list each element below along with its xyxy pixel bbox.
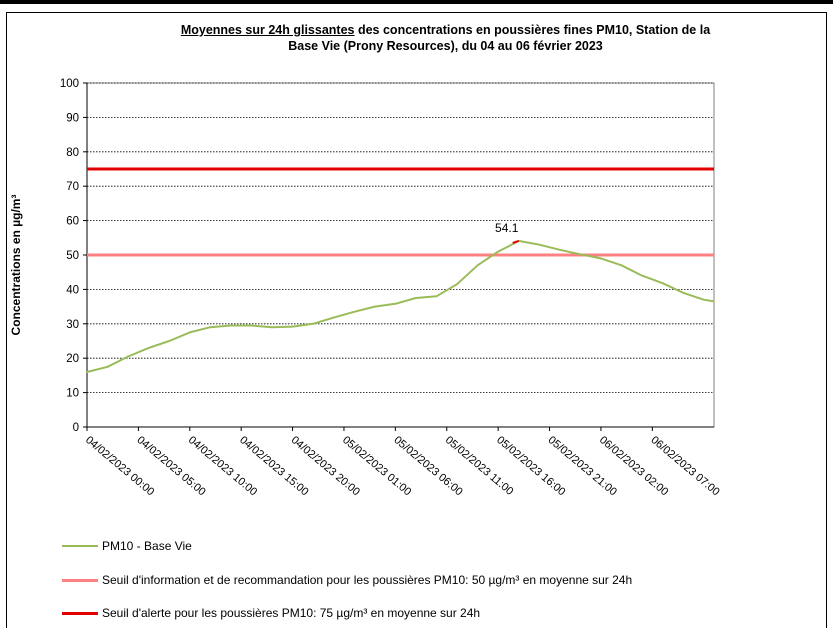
y-tick-label-100: 100 xyxy=(60,78,79,90)
series-point-pm10-17 xyxy=(435,295,438,298)
chart-title-line-2: Base Vie (Prony Resources), du 04 au 06 … xyxy=(288,39,603,53)
series-point-pm10-25 xyxy=(579,253,582,256)
series-point-pm10-7 xyxy=(230,324,232,327)
series-point-pm10-6 xyxy=(209,326,212,329)
series-point-pm10-12 xyxy=(332,316,335,319)
y-tick-label-20: 20 xyxy=(66,353,79,365)
legend-label-information-threshold: Seuil d'information et de recommandation… xyxy=(102,573,633,587)
legend-item-information-threshold: Seuil d'information et de recommandation… xyxy=(62,572,632,588)
legend-swatch-pm10 xyxy=(62,545,98,547)
peak-marker xyxy=(512,239,520,244)
legend-item-pm10: PM10 - Base Vie xyxy=(62,538,192,554)
series-point-pm10-23 xyxy=(538,243,541,246)
series-point-pm10-21 xyxy=(507,245,510,248)
series-point-pm10-32 xyxy=(713,300,715,303)
series-point-pm10-18 xyxy=(456,283,458,286)
series-point-pm10-19 xyxy=(476,264,479,267)
series-point-pm10-29 xyxy=(661,282,664,285)
chart-title-rest: des concentrations en poussières fines P… xyxy=(354,23,711,37)
y-tick-label-60: 60 xyxy=(66,216,79,228)
top-border xyxy=(0,0,833,4)
series-point-pm10-10 xyxy=(291,325,294,328)
y-tick-label-30: 30 xyxy=(66,319,79,331)
series-point-pm10-2 xyxy=(127,355,129,358)
series-point-pm10-5 xyxy=(188,331,191,334)
series-point-pm10-15 xyxy=(394,303,397,305)
series-point-pm10-11 xyxy=(312,323,314,325)
chart-border xyxy=(6,12,827,628)
series-point-pm10-1 xyxy=(106,366,109,368)
legend-swatch-information-threshold xyxy=(62,578,98,582)
chart-title-underlined: Moyennes sur 24h glissantes xyxy=(180,23,355,37)
series-point-pm10-24 xyxy=(559,249,561,251)
chart-title-line-1: Moyennes sur 24h glissantes des concentr… xyxy=(0,23,833,37)
series-point-pm10-14 xyxy=(374,305,376,308)
legend-swatch-alert-threshold xyxy=(62,611,98,615)
y-tick-label-40: 40 xyxy=(66,284,79,296)
series-point-pm10-3 xyxy=(147,347,150,349)
series-point-pm10-13 xyxy=(353,310,356,313)
series-point-pm10-9 xyxy=(271,326,273,329)
legend-label-alert-threshold: Seuil d'alerte pour les poussières PM10:… xyxy=(102,606,481,620)
legend-label-pm10: PM10 - Base Vie xyxy=(102,539,192,553)
y-tick-label-80: 80 xyxy=(66,147,79,159)
y-tick-label-0: 0 xyxy=(73,422,79,434)
data-label-peak: 54.1 xyxy=(495,221,519,235)
series-point-pm10-31 xyxy=(702,298,705,301)
series-point-pm10-27 xyxy=(620,264,623,267)
y-tick-label-50: 50 xyxy=(66,250,79,262)
y-tick-label-70: 70 xyxy=(66,181,79,193)
y-tick-label-90: 90 xyxy=(66,112,79,124)
series-point-pm10-26 xyxy=(600,257,602,260)
series-point-pm10-28 xyxy=(641,274,643,277)
series-point-pm10-30 xyxy=(682,292,684,294)
y-tick-label-10: 10 xyxy=(66,388,79,400)
series-point-pm10-20 xyxy=(497,250,499,253)
series-point-pm10-0 xyxy=(86,371,88,373)
series-point-pm10-4 xyxy=(168,340,171,342)
series-line-pm10 xyxy=(86,239,715,373)
series-point-pm10-8 xyxy=(250,324,253,327)
series-point-pm10-16 xyxy=(415,297,417,299)
legend-item-alert-threshold: Seuil d'alerte pour les poussières PM10:… xyxy=(62,605,480,621)
